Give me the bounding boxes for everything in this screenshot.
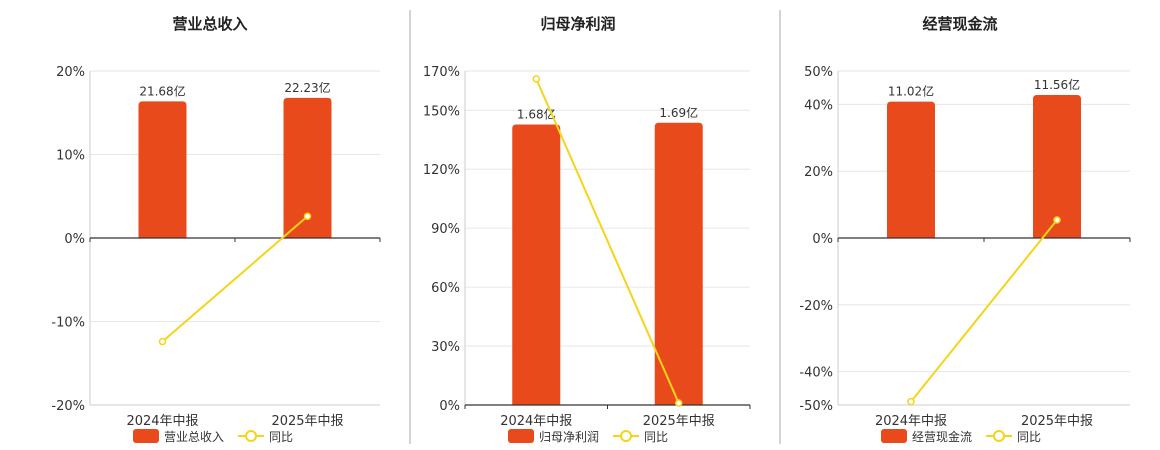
y-tick-label: -10% xyxy=(51,316,85,331)
legend-line-marker xyxy=(993,430,1005,442)
x-tick-label: 2025年中报 xyxy=(643,414,715,429)
y-tick-label: 150% xyxy=(423,104,460,119)
legend-line-label: 同比 xyxy=(1017,430,1041,444)
y-tick-label: -20% xyxy=(51,399,85,414)
bar xyxy=(887,101,935,238)
legend-bar-label: 营业总收入 xyxy=(164,430,224,444)
yoy-point xyxy=(303,212,312,221)
bar xyxy=(1033,94,1081,238)
legend-bar-swatch xyxy=(881,429,907,443)
y-tick-label: 40% xyxy=(804,98,833,113)
bar-data-label: 11.56亿 xyxy=(1034,77,1080,92)
legend-line-label: 同比 xyxy=(644,430,668,444)
x-tick-label: 2024年中报 xyxy=(500,414,572,429)
y-tick-label: 20% xyxy=(804,165,833,180)
legend-bar-swatch xyxy=(133,429,159,443)
x-tick-label: 2024年中报 xyxy=(126,414,198,429)
yoy-point xyxy=(675,399,683,407)
yoy-point xyxy=(158,337,167,346)
y-tick-label: 90% xyxy=(431,222,460,237)
x-tick-label: 2024年中报 xyxy=(875,414,947,429)
y-tick-label: -50% xyxy=(799,399,833,414)
x-tick-label: 2025年中报 xyxy=(271,414,343,429)
bar xyxy=(138,101,187,238)
chart-title: 营业总收入 xyxy=(172,15,247,33)
bar-data-label: 11.02亿 xyxy=(888,84,934,99)
bar-data-label: 1.69亿 xyxy=(659,105,698,120)
yoy-line xyxy=(161,215,309,343)
y-tick-label: 60% xyxy=(431,281,460,296)
y-tick-label: 0% xyxy=(64,232,85,247)
bar-data-label: 22.23亿 xyxy=(284,80,330,95)
x-tick-label: 2025年中报 xyxy=(1021,414,1093,429)
yoy-line xyxy=(535,78,680,404)
legend-bar-swatch xyxy=(508,429,534,443)
y-tick-label: 20% xyxy=(56,65,85,80)
chart-title: 归母净利润 xyxy=(540,15,615,33)
y-tick-label: -20% xyxy=(799,299,833,314)
y-tick-label: 0% xyxy=(812,232,833,247)
y-tick-label: -40% xyxy=(799,366,833,381)
legend-bar-label: 经营现金流 xyxy=(912,429,972,444)
y-tick-label: 120% xyxy=(423,163,460,178)
legend-line-marker xyxy=(245,430,257,442)
yoy-point xyxy=(1053,216,1061,224)
y-tick-label: 50% xyxy=(804,65,833,80)
legend-bar-label: 归母净利润 xyxy=(539,430,599,444)
bar xyxy=(283,97,332,238)
chart-title: 经营现金流 xyxy=(922,15,997,33)
y-tick-label: 30% xyxy=(431,340,460,355)
bar xyxy=(512,124,561,405)
legend-line-label: 同比 xyxy=(269,430,293,444)
yoy-line xyxy=(910,219,1058,403)
yoy-point xyxy=(532,75,540,83)
y-tick-label: 170% xyxy=(423,65,460,80)
y-tick-label: 0% xyxy=(439,399,460,414)
y-tick-label: 10% xyxy=(56,149,85,164)
legend-line-marker xyxy=(620,430,632,442)
yoy-point xyxy=(907,397,915,406)
bar xyxy=(654,122,703,406)
bar-data-label: 1.68亿 xyxy=(517,106,556,121)
bar-data-label: 21.68亿 xyxy=(139,83,185,98)
